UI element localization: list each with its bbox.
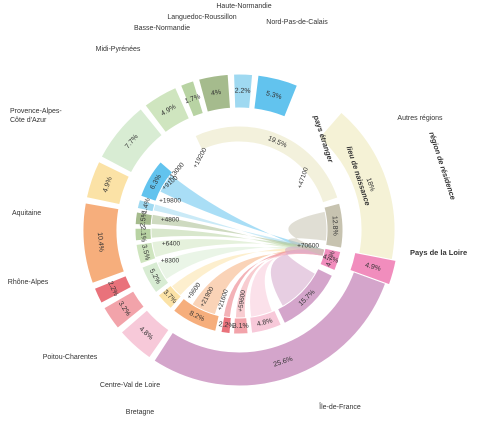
inner-pct-12: 2.1% bbox=[139, 226, 147, 242]
flow-ribbons bbox=[150, 174, 327, 318]
outer-ring bbox=[82, 73, 397, 387]
flow-label-13: +47100 bbox=[296, 166, 310, 189]
inner-pct-14: 1.4% bbox=[141, 197, 152, 214]
outer-pct-aquitaine: 4.9% bbox=[102, 176, 114, 193]
flow-ribbon-11 bbox=[250, 249, 325, 318]
inner-pct-13: 2.5% bbox=[140, 211, 149, 228]
outer-segment-rhone-alpes bbox=[82, 202, 126, 285]
region-label-autres-regions: Autres régions bbox=[397, 115, 443, 122]
region-label-bretagne: Bretagne bbox=[126, 409, 155, 416]
inner-segment-15 bbox=[140, 161, 174, 202]
outer-segment-poitou-charentes bbox=[93, 275, 132, 304]
inner-pct-6: 3.1% bbox=[233, 323, 249, 330]
flow-label-5: +4800 bbox=[161, 217, 180, 224]
outer-segment-haute-normandie bbox=[233, 73, 254, 110]
inner-pct-pays-de-la-loire: 4.7% bbox=[322, 253, 339, 264]
outer-segment-aquitaine bbox=[85, 160, 131, 206]
outer-pct-autres-regions: 18% bbox=[364, 177, 375, 193]
outer-pct-rhone-alpes: 10.4% bbox=[96, 232, 105, 252]
region-label-basse-normandie: Basse-Normandie bbox=[134, 25, 190, 32]
inner-segment-9 bbox=[157, 284, 182, 310]
flow-label-12: +70600 bbox=[297, 243, 319, 250]
outer-segment-languedoc-roussillon bbox=[198, 73, 232, 113]
outer-segment-ile-de-france bbox=[153, 271, 387, 387]
inner-segment-12 bbox=[134, 227, 153, 242]
outer-segment-bretagne bbox=[120, 309, 170, 359]
flow-label-6: +6400 bbox=[162, 241, 181, 248]
outer-pct-pays-de-la-loire: 4.9% bbox=[364, 262, 381, 273]
flow-label-7: +8300 bbox=[161, 258, 180, 265]
inner-segment-10 bbox=[141, 260, 170, 294]
inner-pct-7: 2.2% bbox=[218, 321, 235, 330]
inner-segment-8 bbox=[172, 297, 220, 332]
inner-pct-2: 12.8% bbox=[331, 216, 339, 236]
outer-segment-centre-val-de-loire bbox=[103, 290, 145, 329]
flow-ribbon-3 bbox=[151, 214, 325, 256]
inner-pct-5: 4.8% bbox=[256, 317, 273, 328]
inner-pct-3: 4.7% bbox=[325, 250, 336, 267]
inner-segment-13 bbox=[134, 211, 153, 226]
flow-ribbon-4 bbox=[150, 228, 325, 256]
outer-pct-languedoc-roussillon: 4% bbox=[211, 89, 222, 98]
inner-segment-14 bbox=[136, 198, 156, 213]
flow-ribbon-12 bbox=[270, 246, 325, 307]
outer-pct-haute-normandie: 2.2% bbox=[235, 88, 251, 95]
flow-label-11: +59600 bbox=[237, 289, 247, 312]
inner-segment-6 bbox=[233, 317, 249, 335]
flow-ribbon-6 bbox=[157, 246, 325, 280]
outer-segment-pays-de-la-loire bbox=[349, 251, 397, 286]
outer-segment-nord-pas-de-calais bbox=[253, 74, 299, 118]
inner-pct-11: 3.5% bbox=[140, 244, 151, 261]
region-label-centre-val-de-loire: Centre-Val de Loire bbox=[100, 382, 160, 389]
outer-pct-basse-normandie: 1.7% bbox=[184, 93, 201, 105]
inner-segment-4 bbox=[276, 267, 334, 325]
inner-segment-1 bbox=[194, 125, 339, 204]
flow-ribbon-10 bbox=[235, 249, 325, 318]
region-label-provence-alpes-cote-d-azur: Provence-Alpes-Côte d'Azur bbox=[10, 108, 62, 124]
inner-segment-5 bbox=[249, 309, 282, 334]
flow-label-4: +19800 bbox=[159, 198, 181, 205]
flow-label-1: +19200 bbox=[192, 146, 209, 169]
region-label-pays-de-la-loire: Pays de la Loire bbox=[410, 248, 467, 257]
inner-ring bbox=[134, 125, 344, 335]
inner-segment-7 bbox=[220, 316, 232, 335]
region-label-rhone-alpes: Rhône-Alpes bbox=[8, 279, 49, 286]
inner-segment-11 bbox=[135, 241, 157, 265]
outer-segment-midi-pyrenees bbox=[144, 86, 191, 134]
outer-pct-nord-pas-de-calais: 5.3% bbox=[265, 90, 282, 101]
flow-ribbon-13 bbox=[288, 211, 327, 256]
region-label-languedoc-roussillon: Languedoc-Roussillon bbox=[167, 14, 236, 21]
flow-ribbon-8 bbox=[192, 249, 325, 315]
region-label-ile-de-france: Île-de-France bbox=[318, 402, 361, 411]
side-label-residence: région de résidence bbox=[427, 131, 457, 201]
outer-segment-provence-alpes-cote-d-azur bbox=[100, 108, 163, 174]
flow-ribbon-5 bbox=[151, 239, 325, 258]
inner-segment-2 bbox=[323, 202, 344, 249]
outer-segment-basse-normandie bbox=[179, 80, 204, 118]
region-label-aquitaine: Aquitaine bbox=[12, 210, 41, 217]
region-label-poitou-charentes: Poitou-Charentes bbox=[43, 354, 98, 361]
region-label-midi-pyrenees: Midi-Pyrénées bbox=[96, 46, 141, 53]
region-label-haute-normandie: Haute-Normandie bbox=[216, 3, 271, 10]
region-label-nord-pas-de-calais: Nord-Pas-de-Calais bbox=[266, 19, 328, 26]
inner-segment-3 bbox=[319, 247, 342, 272]
